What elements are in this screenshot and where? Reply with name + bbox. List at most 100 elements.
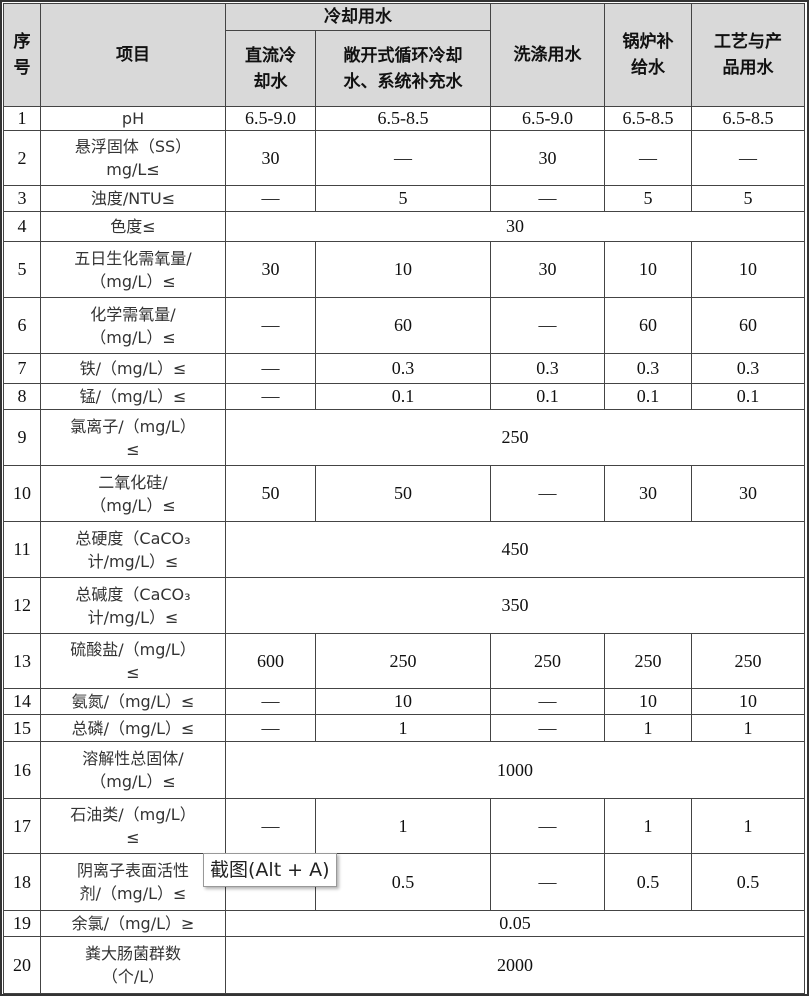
cell-value: 50 [225, 465, 316, 522]
header-process-water: 工艺与产 品用水 [691, 3, 805, 107]
header-item: 项目 [40, 3, 226, 107]
cell-value: 60 [604, 297, 692, 354]
item-name: 悬浮固体（SS） mg/L≤ [40, 130, 226, 186]
item-name: 化学需氧量/ （mg/L）≤ [40, 297, 226, 354]
item-name: 阴离子表面活性 剂/（mg/L）≤ [40, 853, 226, 911]
merged-value: 2000 [225, 936, 805, 994]
cell-value: 6.5-8.5 [691, 106, 805, 131]
cell-value: 250 [490, 633, 605, 689]
cell-value: 30 [490, 130, 605, 186]
item-name: 色度≤ [40, 211, 226, 242]
table-row: 4 色度≤ 30 [3, 211, 805, 242]
water-quality-table: 序 号 项目 冷却用水 洗涤用水 锅炉补 给水 工艺与产 品用水 直流冷 却水 … [3, 3, 805, 994]
cell-value: — [490, 798, 605, 854]
item-name: 石油类/（mg/L） ≤ [40, 798, 226, 854]
cell-value: 0.3 [691, 353, 805, 384]
table-row: 17 石油类/（mg/L） ≤ —1—1 1 [3, 798, 805, 854]
item-name: 硫酸盐/（mg/L） ≤ [40, 633, 226, 689]
item-name: 总碱度（CaCO₃ 计/mg/L）≤ [40, 577, 226, 634]
item-name: 粪大肠菌群数 （个/L） [40, 936, 226, 994]
cell-value: — [604, 130, 692, 186]
merged-value: 30 [225, 211, 805, 242]
cell-value: — [490, 297, 605, 354]
table-row: 19 余氯/（mg/L）≥ 0.05 [3, 910, 805, 937]
cell-value: 1 [315, 798, 491, 854]
cell-value: 0.5 [315, 853, 491, 911]
cell-value: 50 [315, 465, 491, 522]
table-row: 1 pH 6.5-9.0 6.5-8.5 6.5-9.0 6.5-8.5 6.5-8.5 [3, 106, 805, 131]
table-row: 9 氯离子/（mg/L） ≤250 [3, 409, 805, 466]
table-row: 10 二氧化硅/ （mg/L）≤ 50 50—30 30 [3, 465, 805, 522]
cell-value: 0.1 [691, 383, 805, 410]
row-number: 3 [3, 185, 41, 212]
row-number: 8 [3, 383, 41, 410]
cell-value: 5 [604, 185, 692, 212]
item-name: pH [40, 106, 226, 131]
merged-value: 250 [225, 409, 805, 466]
cell-value: 30 [604, 465, 692, 522]
cell-value: — [225, 185, 316, 212]
row-number: 18 [3, 853, 41, 911]
header-open-recirculating: 敞开式循环冷却 水、系统补充水 [315, 30, 491, 107]
cell-value: 5 [691, 185, 805, 212]
table-row: 14 氨氮/（mg/L）≤ —10—10 10 [3, 688, 805, 715]
cell-value: 10 [691, 241, 805, 298]
header-seq: 序 号 [3, 3, 41, 107]
cell-value: 0.3 [490, 353, 605, 384]
row-number: 9 [3, 409, 41, 466]
cell-value: 0.5 [604, 853, 692, 911]
cell-value: 0.1 [315, 383, 491, 410]
cell-value: 10 [604, 241, 692, 298]
cell-value: 6.5-8.5 [315, 106, 491, 131]
item-name: 总磷/（mg/L）≤ [40, 714, 226, 742]
row-number: 5 [3, 241, 41, 298]
cell-value: 0.5 [691, 853, 805, 911]
item-name: 二氧化硅/ （mg/L）≤ [40, 465, 226, 522]
cell-value: 10 [315, 688, 491, 715]
cell-value: 0.3 [604, 353, 692, 384]
table-row: 6 化学需氧量/ （mg/L）≤ —60—60 60 [3, 297, 805, 354]
cell-value: 250 [691, 633, 805, 689]
row-number: 13 [3, 633, 41, 689]
cell-value: 30 [225, 130, 316, 186]
row-number: 14 [3, 688, 41, 715]
row-number: 2 [3, 130, 41, 186]
cell-value: 60 [691, 297, 805, 354]
cell-value: 1 [604, 714, 692, 742]
cell-value: 10 [604, 688, 692, 715]
cell-value: — [225, 383, 316, 410]
cell-value: 1 [691, 714, 805, 742]
screenshot-tooltip: 截图(Alt + A) [203, 853, 337, 887]
row-number: 17 [3, 798, 41, 854]
cell-value: 10 [315, 241, 491, 298]
row-number: 6 [3, 297, 41, 354]
row-number: 20 [3, 936, 41, 994]
cell-value: 30 [691, 465, 805, 522]
cell-value: 6.5-8.5 [604, 106, 692, 131]
item-name: 氨氮/（mg/L）≤ [40, 688, 226, 715]
table-row: 18 阴离子表面活性 剂/（mg/L）≤ 0.5—0.5 0.5 [3, 853, 805, 911]
table-row: 12 总碱度（CaCO₃ 计/mg/L）≤ 350 [3, 577, 805, 634]
table-row: 2 悬浮固体（SS） mg/L≤ 30—30— — [3, 130, 805, 186]
cell-value: 10 [691, 688, 805, 715]
cell-value: — [315, 130, 491, 186]
cell-value: — [225, 688, 316, 715]
cell-value: — [490, 185, 605, 212]
cell-value: — [490, 853, 605, 911]
row-number: 15 [3, 714, 41, 742]
table-row: 15 总磷/（mg/L）≤ —1—1 1 [3, 714, 805, 742]
merged-value: 450 [225, 521, 805, 578]
cell-value: — [225, 714, 316, 742]
cell-value: 6.5-9.0 [490, 106, 605, 131]
item-name: 溶解性总固体/ （mg/L）≤ [40, 741, 226, 799]
merged-value: 1000 [225, 741, 805, 799]
item-name: 锰/（mg/L）≤ [40, 383, 226, 410]
cell-value: — [490, 714, 605, 742]
table-row: 16 溶解性总固体/ （mg/L）≤ 1000 [3, 741, 805, 799]
row-number: 4 [3, 211, 41, 242]
header-boiler-water: 锅炉补 给水 [604, 3, 692, 107]
item-name: 总硬度（CaCO₃ 计/mg/L）≤ [40, 521, 226, 578]
header-cooling-water: 冷却用水 [225, 3, 491, 31]
row-number: 16 [3, 741, 41, 799]
cell-value: — [225, 297, 316, 354]
